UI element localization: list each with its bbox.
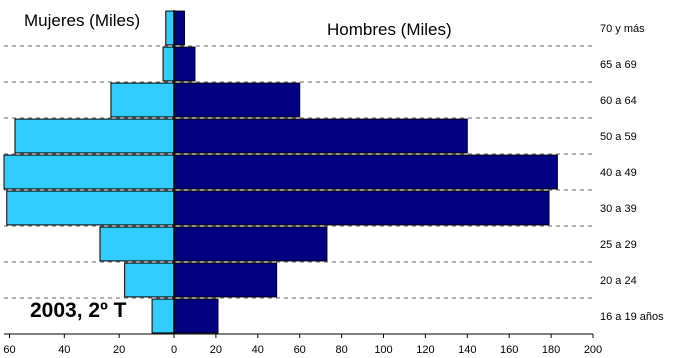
x-tick-label: 20 <box>210 344 222 356</box>
category-label: 40 a 49 <box>600 167 637 179</box>
women-bar <box>124 262 175 298</box>
men-bars <box>173 10 558 334</box>
x-tick-label: 0 <box>171 344 177 356</box>
x-tick-label: 80 <box>335 344 347 356</box>
women-bar <box>3 154 175 190</box>
men-bar <box>173 190 550 226</box>
x-tick-label: 120 <box>416 344 434 356</box>
women-bar <box>14 118 175 154</box>
men-bar <box>173 82 301 118</box>
category-label: 30 a 39 <box>600 203 637 215</box>
x-tick-label: 180 <box>542 344 560 356</box>
x-tick-label: 20 <box>113 344 125 356</box>
women-bar <box>6 190 175 226</box>
women-bar <box>110 82 175 118</box>
women-series-label: Mujeres (Miles) <box>24 11 141 30</box>
x-tick-label: 40 <box>252 344 264 356</box>
category-label: 70 y más <box>600 23 645 35</box>
women-bar <box>151 298 175 334</box>
women-bar <box>162 46 175 82</box>
x-tick-label: 60 <box>294 344 306 356</box>
category-label: 65 a 69 <box>600 59 637 71</box>
tick-labels: 60 40 20 0 20 40 60 80 100 120 140 160 180 200 <box>3 344 602 356</box>
women-bar <box>165 10 175 46</box>
men-bar <box>173 226 328 262</box>
x-tick-label: 200 <box>584 344 602 356</box>
category-label: 16 a 19 años <box>600 311 664 323</box>
x-tick-label: 160 <box>500 344 518 356</box>
men-bar <box>173 298 219 334</box>
women-bar <box>99 226 175 262</box>
category-label: 20 a 24 <box>600 275 637 287</box>
men-bar <box>173 154 558 190</box>
category-label: 60 a 64 <box>600 95 637 107</box>
period-annotation: 2003, 2º T <box>30 299 127 322</box>
x-tick-label: 140 <box>458 344 476 356</box>
men-bar <box>173 262 278 298</box>
men-bar <box>173 118 468 154</box>
axes <box>4 10 594 338</box>
category-label: 25 a 29 <box>600 239 637 251</box>
category-label: 50 a 59 <box>600 131 637 143</box>
men-series-label: Hombres (Miles) <box>327 20 452 39</box>
x-tick-label: 60 <box>3 344 15 356</box>
grid-lines <box>4 45 593 299</box>
x-tick-label: 100 <box>374 344 392 356</box>
women-bars <box>3 10 175 334</box>
men-bar <box>173 46 196 82</box>
men-bar <box>173 10 185 46</box>
x-tick-label: 40 <box>58 344 70 356</box>
category-labels: 16 a 19 años 20 a 24 25 a 29 30 a 39 40 a 49… <box>600 23 664 323</box>
